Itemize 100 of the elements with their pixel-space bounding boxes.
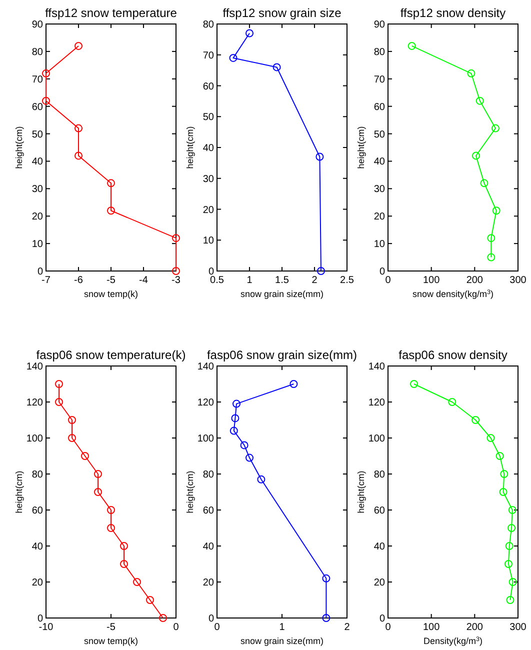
- y-tick-label: 40: [32, 542, 44, 552]
- x-tick-label: -5: [106, 622, 116, 633]
- y-tick-label: 140: [197, 362, 214, 372]
- point: [120, 542, 128, 550]
- x-tick-label: 100: [422, 622, 440, 633]
- x-tick-label: -3: [172, 275, 181, 286]
- y-tick-label: 60: [202, 81, 214, 92]
- x-tick-label: -5: [106, 275, 116, 286]
- y-axis-title: height(cm): [185, 470, 195, 514]
- point: [508, 578, 517, 586]
- y-tick-label: 30: [374, 184, 386, 196]
- y-tick-label: 140: [26, 362, 44, 372]
- chart-title: fasp06 snow grain size(mm): [206, 348, 358, 362]
- point: [317, 267, 325, 275]
- point: [107, 506, 115, 514]
- x-axis-title: snow density(kg/m$^{3}$): [412, 288, 494, 299]
- x-tick-label: 300: [510, 275, 527, 286]
- x-tick-label: 1.5: [275, 275, 290, 286]
- chart-title: ffsp12 snow density: [400, 6, 506, 20]
- x-tick-label: 2: [312, 275, 318, 286]
- chart-title: ffsp12 snow temperature: [45, 6, 178, 20]
- y-tick-label: 20: [374, 212, 386, 223]
- point: [290, 380, 298, 388]
- point: [487, 234, 496, 242]
- y-tick-label: 60: [32, 102, 44, 113]
- y-tick-label: 80: [374, 470, 386, 480]
- x-tick-label: 100: [422, 275, 440, 286]
- y-tick-label: 40: [374, 156, 386, 168]
- point: [496, 452, 504, 460]
- point: [232, 400, 240, 408]
- y-tick-label: 80: [202, 20, 214, 30]
- y-tick-label: 60: [32, 506, 44, 516]
- point: [146, 596, 154, 604]
- x-axis-title: snow temp(k): [84, 289, 138, 299]
- point: [476, 96, 484, 105]
- point: [246, 454, 254, 462]
- point: [231, 414, 240, 422]
- point: [272, 63, 281, 72]
- point: [107, 524, 115, 532]
- point: [500, 470, 508, 478]
- point: [94, 488, 102, 496]
- x-tick-label: 300: [510, 622, 527, 633]
- y-tick-label: 50: [32, 129, 44, 140]
- point: [55, 398, 63, 406]
- point: [74, 42, 82, 50]
- x-tick-label: 1: [279, 622, 286, 633]
- y-tick-label: 140: [368, 362, 386, 372]
- point: [229, 54, 238, 62]
- y-tick-label: 80: [32, 470, 44, 480]
- y-tick-label: 40: [32, 156, 44, 168]
- y-axis-title: height(cm): [14, 126, 24, 169]
- y-tick-label: 20: [202, 204, 214, 216]
- y-tick-label: 20: [32, 578, 44, 588]
- point: [508, 524, 516, 532]
- y-tick-label: 100: [368, 434, 386, 444]
- point: [472, 152, 480, 160]
- y-tick-label: 50: [374, 129, 386, 140]
- x-tick-label: -10: [38, 622, 54, 633]
- y-tick-label: 20: [32, 212, 44, 223]
- chart-title: ffsp12 snow grain size: [222, 6, 342, 20]
- y-tick-label: 80: [202, 470, 214, 480]
- x-tick-label: -4: [139, 275, 148, 286]
- x-axis-title: Density(kg/m$^{3}$): [423, 636, 483, 646]
- point: [487, 253, 496, 262]
- point: [159, 614, 167, 622]
- point: [74, 124, 82, 132]
- point: [316, 152, 324, 161]
- point: [506, 596, 514, 604]
- y-tick-label: 50: [202, 112, 214, 124]
- point: [491, 124, 500, 132]
- x-axis-title: snow grain size(mm): [240, 289, 324, 299]
- point: [42, 69, 50, 78]
- point: [257, 475, 266, 484]
- point: [486, 434, 495, 442]
- y-axis-title: height(cm): [185, 126, 195, 169]
- y-tick-label: 0: [37, 614, 44, 624]
- y-tick-label: 80: [32, 46, 44, 58]
- x-tick-label: 200: [466, 275, 484, 286]
- chart-title: fasp06 snow density: [398, 348, 508, 362]
- y-tick-label: 120: [197, 398, 214, 408]
- point: [172, 267, 180, 275]
- y-tick-label: 10: [202, 236, 214, 247]
- point: [322, 614, 330, 622]
- y-tick-label: 60: [202, 506, 214, 516]
- point: [508, 506, 516, 514]
- x-tick-label: 0.5: [210, 275, 224, 286]
- point: [240, 441, 248, 450]
- y-tick-label: 0: [208, 614, 214, 624]
- y-tick-label: 0: [37, 266, 44, 278]
- point: [410, 380, 418, 388]
- y-tick-label: 40: [202, 542, 214, 552]
- point: [492, 206, 500, 215]
- y-tick-label: 10: [374, 239, 386, 250]
- x-tick-label: 200: [466, 622, 484, 633]
- point: [448, 398, 456, 406]
- y-tick-label: 40: [374, 542, 386, 552]
- point: [74, 152, 82, 160]
- point: [120, 560, 128, 568]
- y-tick-label: 0: [379, 266, 386, 278]
- y-tick-label: 120: [26, 398, 44, 408]
